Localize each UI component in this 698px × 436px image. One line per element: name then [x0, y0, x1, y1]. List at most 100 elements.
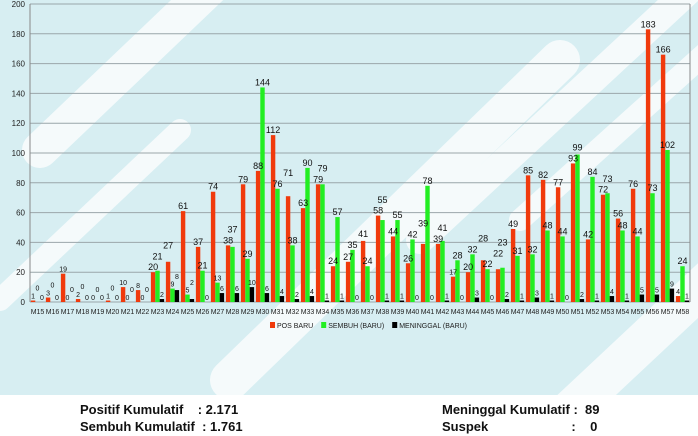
data-label: 0 [565, 295, 569, 302]
x-tick-label: M42 [436, 309, 450, 316]
x-tick-label: M17 [61, 309, 75, 316]
positif-value: : 2.171 [197, 402, 239, 417]
bar-M44-1 [470, 254, 475, 302]
data-label: 1 [685, 294, 689, 301]
bar-M44-2 [474, 297, 480, 302]
bar-M27-0 [210, 191, 216, 302]
x-tick-label: M56 [646, 309, 660, 316]
x-tick-label: M55 [631, 309, 645, 316]
bar-M24-2 [174, 290, 180, 302]
bar-M29-2 [249, 287, 255, 302]
y-tick-label: 200 [12, 0, 26, 9]
bar-M42-2 [444, 300, 450, 302]
data-label: 0 [430, 295, 434, 302]
data-label: 6 [265, 286, 269, 293]
x-tick-label: M50 [556, 309, 570, 316]
data-label: 0 [130, 287, 134, 294]
bar-M56-0 [645, 29, 651, 303]
y-tick-label: 80 [16, 179, 25, 188]
data-label: 27 [343, 252, 353, 262]
data-label: 4 [310, 289, 314, 296]
data-label: 44 [388, 226, 398, 236]
x-tick-label: M38 [376, 309, 390, 316]
data-label: 49 [508, 219, 518, 229]
bar-M54-0 [615, 218, 621, 302]
y-tick-label: 40 [16, 238, 25, 247]
bar-M39-0 [390, 236, 396, 302]
data-label: 9 [670, 282, 674, 289]
legend-label: MENINGGAL (BARU) [399, 323, 467, 330]
x-tick-label: M27 [211, 309, 225, 316]
legend-label: SEMBUH (BARU) [328, 323, 384, 330]
meninggal-label: Meninggal Kumulatif [442, 402, 570, 417]
bar-M41-0 [420, 243, 426, 302]
bar-M56-1 [650, 193, 655, 302]
data-label: 0 [91, 295, 95, 302]
data-label: 2 [580, 292, 584, 299]
bar-M32-2 [294, 299, 300, 302]
x-tick-label: M57 [661, 309, 675, 316]
data-label: 90 [302, 158, 312, 168]
bar-M35-1 [335, 217, 340, 302]
bar-M44-0 [465, 272, 471, 302]
data-label: 0 [70, 287, 74, 294]
x-tick-label: M22 [136, 309, 150, 316]
x-tick-label: M15 [31, 309, 45, 316]
data-label: 73 [647, 183, 657, 193]
suspek-value: : 0 [571, 419, 598, 434]
data-label: 79 [313, 174, 323, 184]
bar-M25-0 [180, 211, 186, 302]
bar-M43-1 [455, 260, 460, 302]
data-label: 0 [111, 286, 115, 293]
bar-M45-0 [480, 260, 486, 302]
data-label: 4 [610, 289, 614, 296]
y-tick-label: 0 [21, 298, 26, 307]
data-label: 48 [542, 220, 552, 230]
y-tick-label: 20 [16, 268, 25, 277]
meninggal-kumulatif: Meninggal Kumulatif : 89 [442, 402, 599, 417]
bar-M47-0 [510, 228, 516, 302]
data-label: 1 [550, 294, 554, 301]
bar-M51-1 [575, 154, 580, 302]
data-label: 23 [497, 238, 507, 248]
x-tick-label: M34 [316, 309, 330, 316]
bar-M34-0 [315, 184, 321, 302]
data-label: 183 [641, 19, 656, 29]
x-tick-label: M33 [301, 309, 315, 316]
data-label: 85 [523, 165, 533, 175]
sembuh-value: : 1.761 [202, 419, 243, 434]
bar-M25-2 [189, 299, 195, 302]
x-tick-label: M39 [391, 309, 405, 316]
data-label: 9 [171, 282, 175, 289]
data-label: 55 [392, 210, 402, 220]
bar-M28-0 [225, 245, 231, 302]
bar-M32-1 [290, 245, 295, 302]
bar-M52-2 [594, 300, 600, 302]
bar-M45-1 [485, 269, 490, 302]
data-label: 79 [317, 163, 327, 173]
data-label: 24 [677, 256, 687, 266]
data-label: 112 [266, 125, 280, 135]
data-label: 8 [175, 274, 179, 281]
bar-M30-0 [255, 170, 261, 302]
data-label: 78 [422, 176, 432, 186]
data-label: 88 [253, 161, 263, 171]
bar-M38-2 [384, 300, 390, 302]
data-label: 2 [505, 292, 509, 299]
data-label: 1 [31, 294, 35, 301]
positif-kumulatif: Positif Kumulatif : 2.171 [80, 402, 238, 417]
bar-M53-2 [609, 296, 615, 302]
data-label: 73 [602, 174, 612, 184]
data-label: 1 [106, 294, 110, 301]
data-label: 79 [238, 174, 248, 184]
x-tick-label: M48 [526, 309, 540, 316]
x-tick-label: M19 [91, 309, 105, 316]
y-tick-label: 120 [12, 119, 26, 128]
data-label: 32 [527, 244, 537, 254]
bar-M53-1 [605, 193, 610, 302]
bar-M55-0 [630, 188, 636, 302]
bar-M35-2 [339, 300, 345, 302]
data-label: 82 [538, 170, 548, 180]
bar-M31-2 [279, 296, 285, 302]
